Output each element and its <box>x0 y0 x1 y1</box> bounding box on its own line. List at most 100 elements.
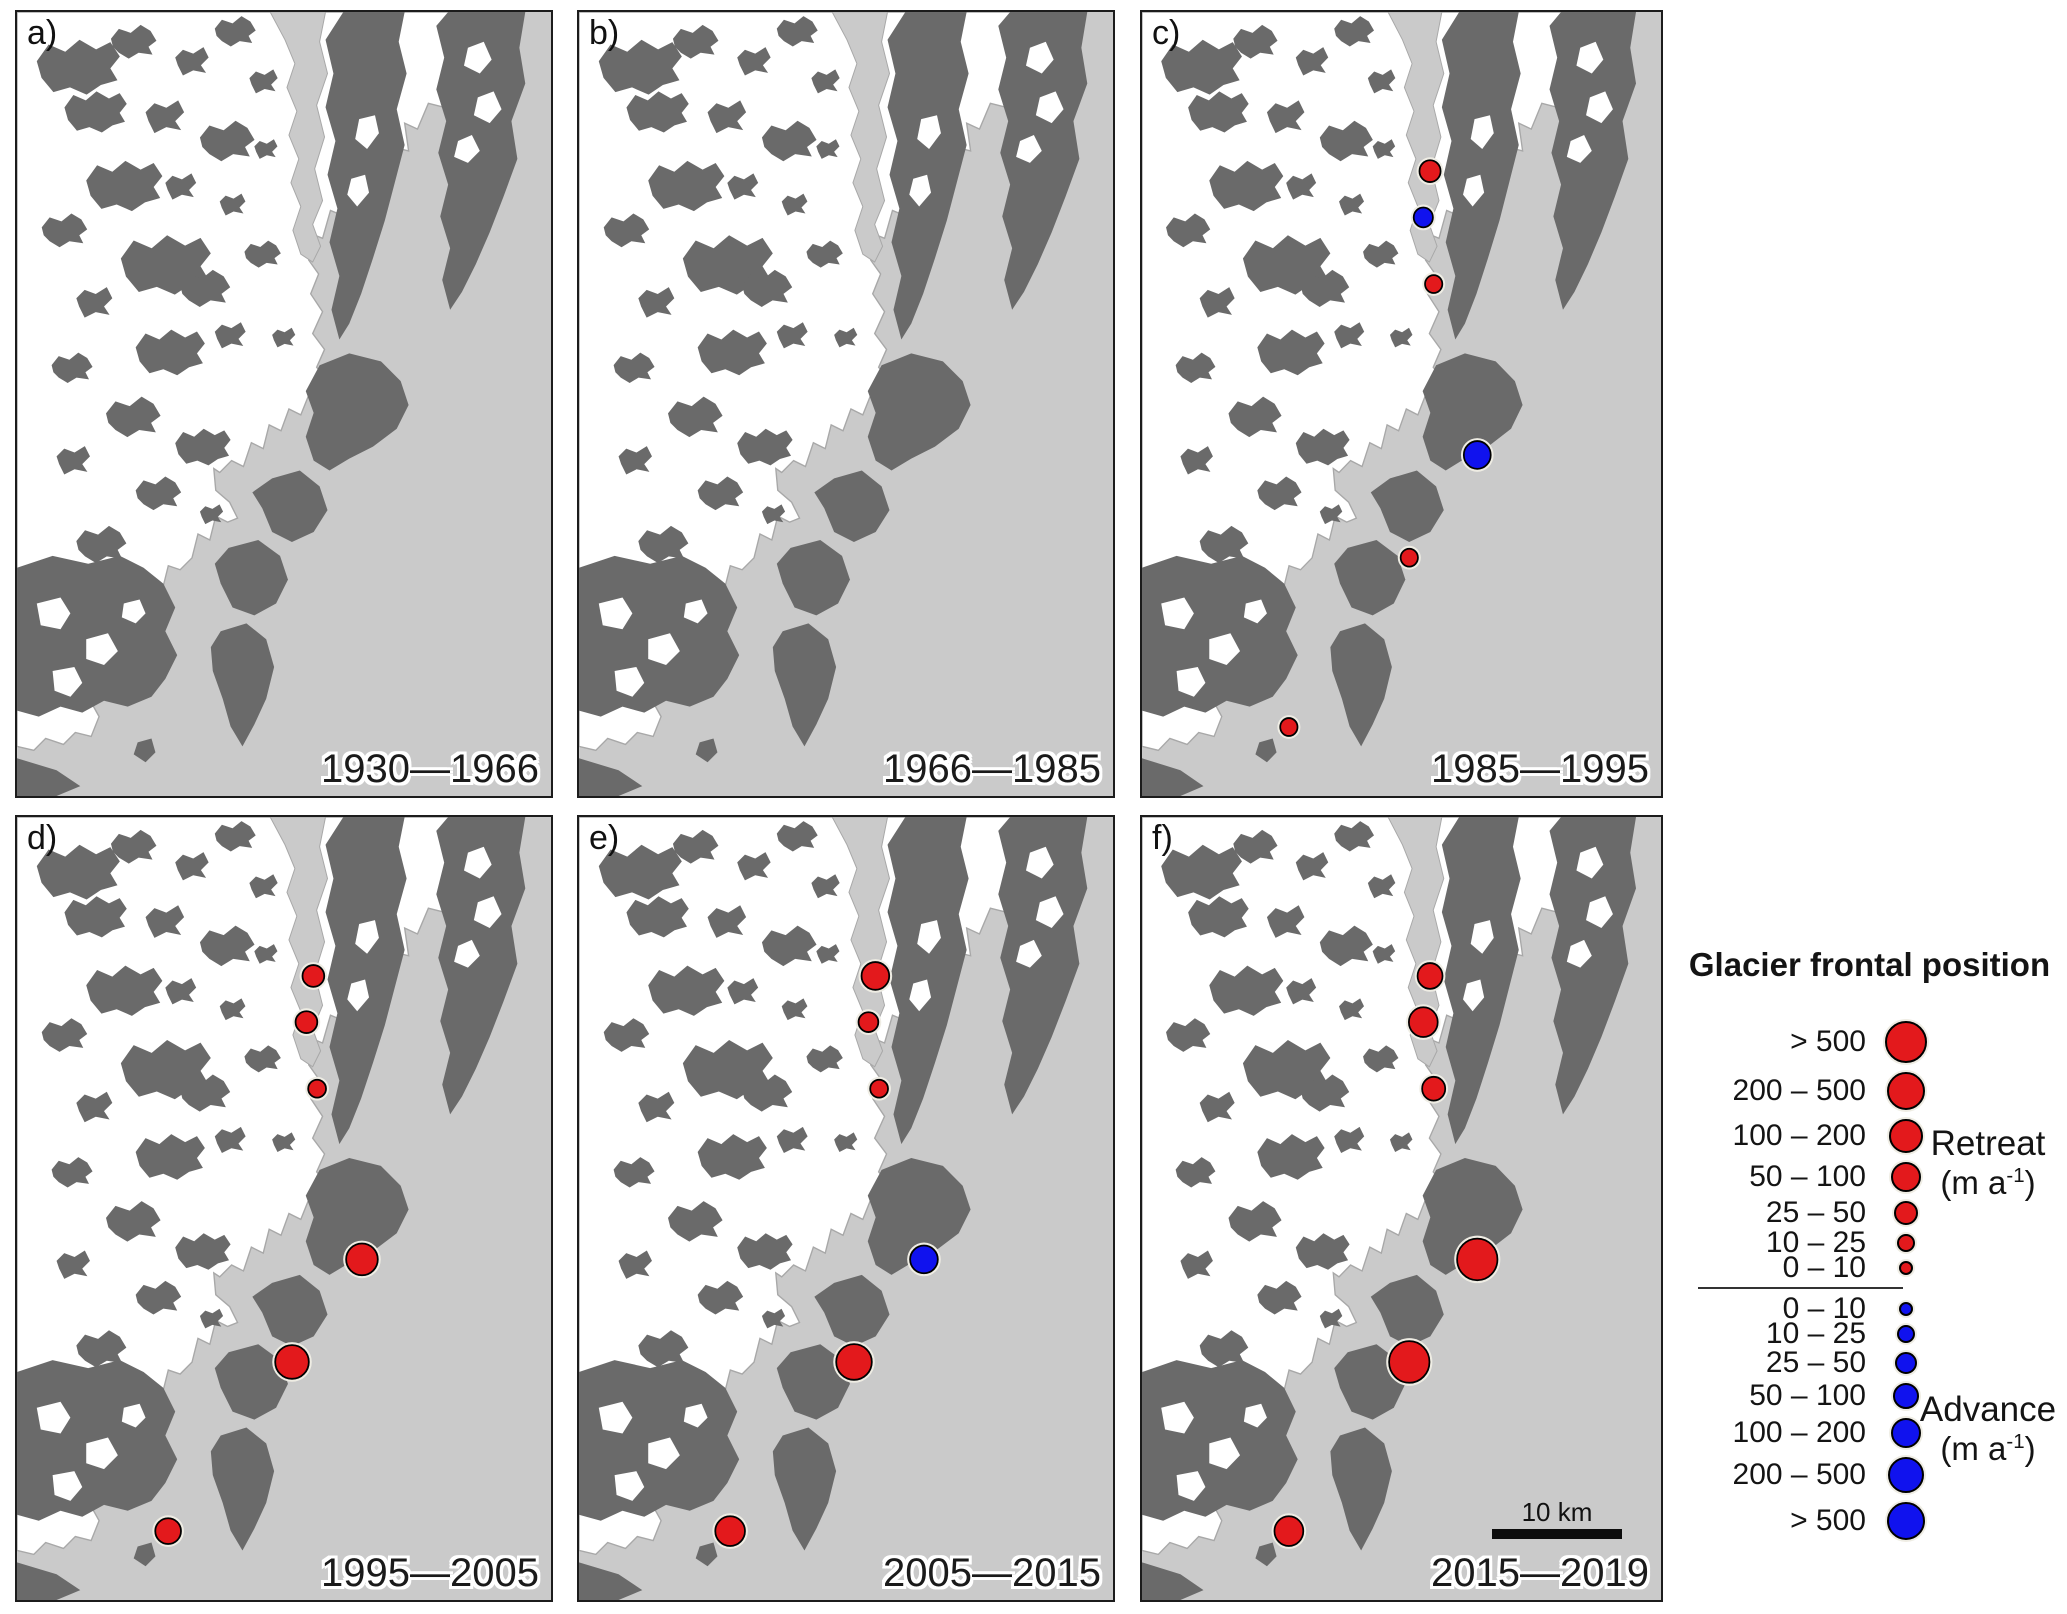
panel-period-d: 1995—2005 <box>321 1551 539 1595</box>
legend-circle <box>1894 1200 1918 1225</box>
legend-row: 100 – 200 <box>1672 1413 1930 1452</box>
legend-circle <box>1885 1020 1927 1063</box>
legend-retreat-unit: (m a-1) <box>1940 1164 2036 1201</box>
glacier-marker-retreat <box>1456 1237 1499 1282</box>
legend-row-symbol-wrap <box>1882 1301 1930 1316</box>
legend-row: > 500 <box>1672 1497 1930 1544</box>
panel-letter-a: a) <box>27 14 58 52</box>
legend-advance-label: Advance (m a-1) <box>1908 1390 2067 1468</box>
glacier-marker-retreat <box>1418 159 1442 183</box>
map-d <box>17 817 551 1600</box>
legend-retreat-rows: > 500 200 – 500 100 – 200 50 – 100 25 – 50 10… <box>1672 1016 1930 1544</box>
panel-period-a: 1930—1966 <box>321 747 539 791</box>
map-b <box>579 12 1113 796</box>
panel-period-e: 2005—2015 <box>883 1551 1101 1595</box>
legend-row-symbol-wrap <box>1882 1161 1930 1192</box>
legend-circle <box>1888 1456 1924 1493</box>
glacier-marker-retreat <box>345 1242 379 1277</box>
legend-row-label: 0 – 10 <box>1782 1250 1866 1284</box>
legend-row-symbol-wrap <box>1882 1260 1930 1275</box>
legend-row-symbol-wrap <box>1882 1456 1930 1493</box>
glacier-marker-advance <box>1412 206 1434 229</box>
panel-letter-f: f) <box>1152 819 1173 857</box>
legend-row-symbol-wrap <box>1882 1020 1930 1063</box>
legend: Glacier frontal position > 500 200 – 500 1… <box>1672 928 2067 1614</box>
legend-row: 100 – 200 <box>1672 1114 1930 1157</box>
legend-row-label: 50 – 100 <box>1749 1159 1866 1193</box>
glacier-marker-retreat <box>1424 274 1444 294</box>
legend-circle <box>1897 1233 1915 1252</box>
map-panel-f: 10 km f) 2015—2019 <box>1140 815 1663 1602</box>
legend-row-symbol-wrap <box>1882 1417 1930 1448</box>
legend-row-label: 10 – 25 <box>1765 1225 1866 1259</box>
panel-letter-d: d) <box>27 819 58 857</box>
map-panel-e: e) 2005—2015 <box>577 815 1115 1602</box>
scale-bar-rule <box>1492 1529 1622 1539</box>
panel-letter-b: b) <box>589 14 620 52</box>
legend-circle <box>1899 1301 1913 1316</box>
glacier-marker-retreat <box>869 1078 889 1099</box>
legend-title: Glacier frontal position <box>1688 946 2051 983</box>
legend-circle <box>1899 1260 1913 1275</box>
legend-separator <box>1698 1287 1903 1289</box>
legend-row-symbol-wrap <box>1882 1118 1930 1153</box>
legend-row-label: 200 – 500 <box>1732 1073 1866 1107</box>
map-panel-c: c) 1985—1995 <box>1140 10 1663 798</box>
legend-row: 200 – 500 <box>1672 1452 1930 1497</box>
legend-row-label: 100 – 200 <box>1732 1118 1866 1152</box>
legend-row-symbol-wrap <box>1882 1071 1930 1110</box>
glacier-marker-retreat <box>857 1011 880 1033</box>
glacier-marker-retreat <box>860 961 891 991</box>
legend-row: 50 – 100 <box>1672 1157 1930 1196</box>
legend-row-label: 0 – 10 <box>1782 1291 1866 1325</box>
panel-letter-e: e) <box>589 819 620 857</box>
map-a <box>17 12 551 796</box>
legend-row: 25 – 50 <box>1672 1345 1930 1379</box>
legend-row-symbol-wrap <box>1882 1501 1930 1540</box>
glacier-marker-retreat <box>1421 1075 1447 1102</box>
scale-bar: 10 km <box>1492 1497 1622 1541</box>
legend-circle <box>1895 1351 1917 1374</box>
legend-row: > 500 <box>1672 1016 1930 1067</box>
legend-row: 10 – 25 <box>1672 1226 1930 1259</box>
panel-period-f: 2015—2019 <box>1431 1551 1649 1595</box>
legend-row-symbol-wrap <box>1882 1324 1930 1343</box>
legend-circle <box>1891 1417 1921 1448</box>
glacier-marker-retreat <box>301 964 326 988</box>
legend-row-label: 25 – 50 <box>1765 1345 1866 1379</box>
legend-row-symbol-wrap <box>1882 1233 1930 1252</box>
legend-retreat-word: Retreat <box>1930 1124 2046 1163</box>
glacier-marker-retreat <box>1399 547 1419 568</box>
legend-circle <box>1887 1071 1925 1110</box>
map-c <box>1142 12 1661 796</box>
legend-row-label: 25 – 50 <box>1765 1195 1866 1229</box>
legend-row-symbol-wrap <box>1882 1382 1930 1409</box>
glacier-marker-retreat <box>307 1078 327 1099</box>
glacier-marker-retreat <box>1279 717 1299 737</box>
glacier-marker-retreat <box>154 1517 182 1545</box>
glacier-marker-retreat <box>714 1515 746 1547</box>
legend-row-symbol-wrap <box>1882 1200 1930 1225</box>
glacier-marker-retreat <box>1273 1515 1305 1547</box>
glacier-marker-advance <box>1462 440 1492 470</box>
panel-period-c: 1985—1995 <box>1431 747 1649 791</box>
legend-circle <box>1891 1161 1921 1192</box>
legend-row-label: > 500 <box>1790 1024 1866 1058</box>
legend-retreat-label: Retreat (m a-1) <box>1908 1124 2067 1202</box>
map-panel-d: d) 1995—2005 <box>15 815 553 1602</box>
glacier-marker-retreat <box>1408 1006 1439 1038</box>
glacier-marker-retreat <box>1388 1340 1431 1384</box>
glacier-marker-retreat <box>274 1344 310 1380</box>
map-f <box>1142 817 1661 1600</box>
glacier-marker-advance <box>909 1244 939 1275</box>
legend-advance-word: Advance <box>1919 1390 2057 1429</box>
legend-circle <box>1887 1501 1925 1540</box>
map-e <box>579 817 1113 1600</box>
legend-row: 200 – 500 <box>1672 1067 1930 1114</box>
glacier-marker-retreat <box>1416 962 1444 990</box>
legend-row-symbol-wrap <box>1882 1351 1930 1374</box>
map-panel-a: a) 1930—1966 <box>15 10 553 798</box>
panel-period-b: 1966—1985 <box>883 747 1101 791</box>
legend-row-label: 100 – 200 <box>1732 1415 1866 1449</box>
